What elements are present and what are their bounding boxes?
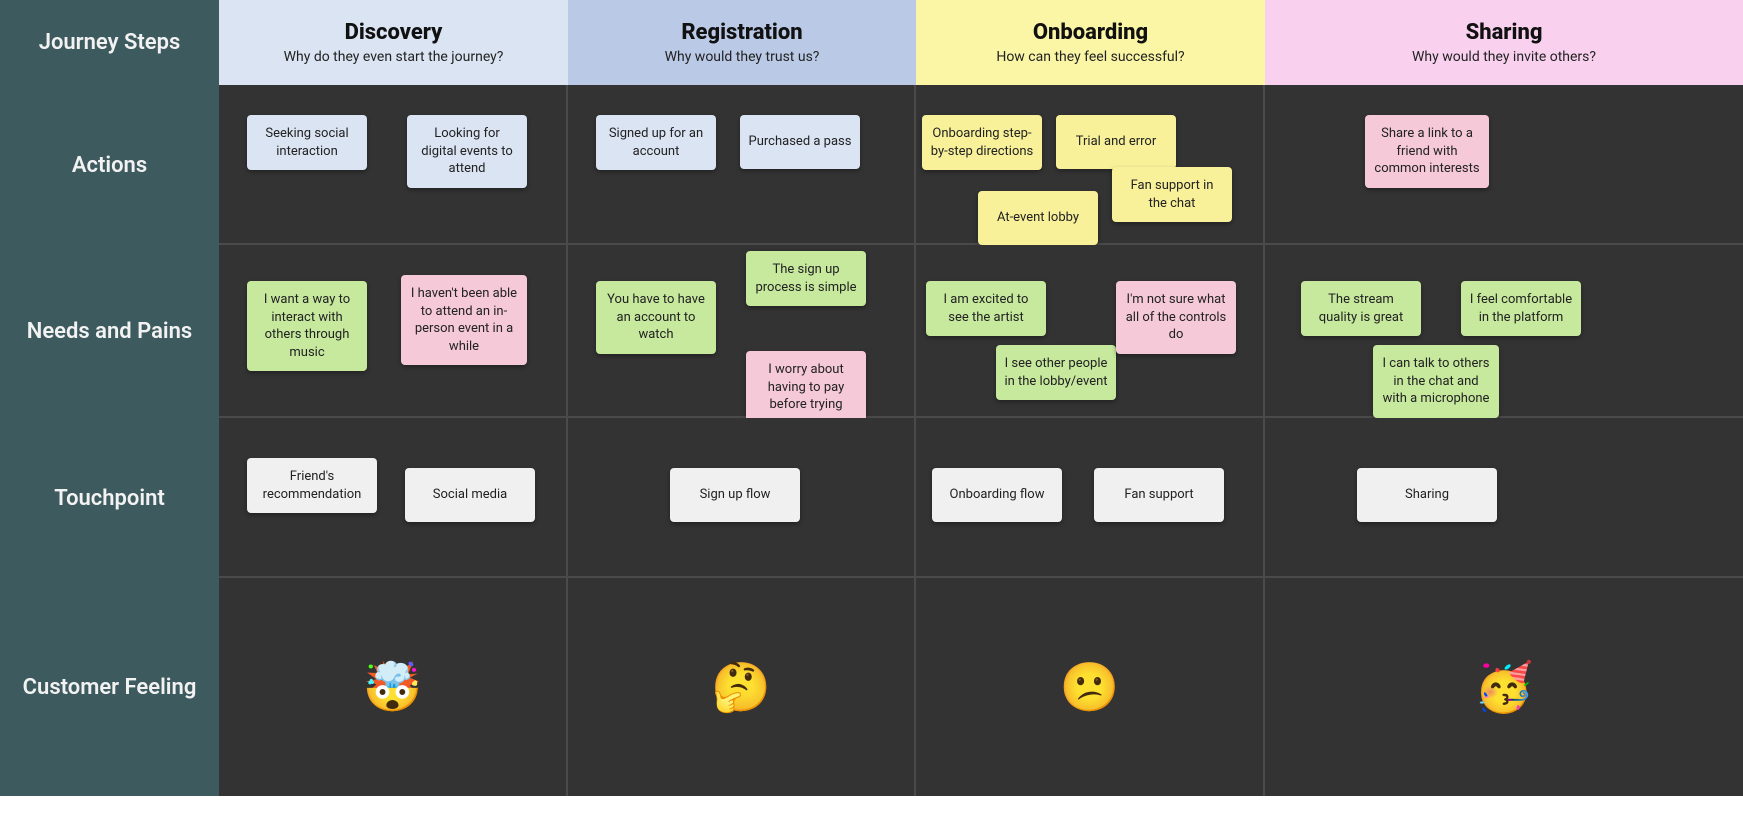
sticky-note: You have to have an account to watch [596, 281, 716, 354]
row-header: Journey Steps [0, 0, 219, 85]
body-cell: You have to have an account to watch The … [568, 245, 916, 418]
column-title: Registration [681, 20, 802, 45]
sticky-note: Fan support [1094, 468, 1224, 522]
sticky-note: Friend's recommendation [247, 458, 377, 513]
body-cell: Friend's recommendation Social media [219, 418, 568, 578]
row-header: Customer Feeling [0, 578, 219, 796]
sticky-note: The stream quality is great [1301, 281, 1421, 336]
feeling-emoji: 🤯 [363, 659, 423, 716]
body-cell: 😕 [916, 578, 1265, 796]
body-cell: Sign up flow [568, 418, 916, 578]
body-cell: I want a way to interact with others thr… [219, 245, 568, 418]
sticky-note: Onboarding flow [932, 468, 1062, 522]
row-header: Touchpoint [0, 418, 219, 578]
feeling-emoji: 😕 [1060, 659, 1120, 716]
sticky-note: I can talk to others in the chat and wit… [1373, 345, 1499, 418]
sticky-note: I am excited to see the artist [926, 281, 1046, 336]
column-title: Onboarding [1033, 20, 1148, 45]
row-header: Needs and Pains [0, 245, 219, 418]
sticky-note: I see other people in the lobby/event [996, 345, 1116, 400]
column-subtitle: Why would they invite others? [1412, 49, 1596, 65]
row-header: Actions [0, 85, 219, 245]
body-cell: 🥳 [1265, 578, 1743, 796]
sticky-note: Seeking social interaction [247, 115, 367, 170]
column-subtitle: How can they feel successful? [996, 49, 1184, 65]
column-header: Registration Why would they trust us? [568, 0, 916, 85]
column-header: Discovery Why do they even start the jour… [219, 0, 568, 85]
sticky-note: Social media [405, 468, 535, 522]
column-header: Sharing Why would they invite others? [1265, 0, 1743, 85]
sticky-note: Share a link to a friend with common int… [1365, 115, 1489, 188]
column-subtitle: Why would they trust us? [665, 49, 820, 65]
sticky-note: I worry about having to pay before tryin… [746, 351, 866, 424]
sticky-note: Sharing [1357, 468, 1497, 522]
column-header: Onboarding How can they feel successful? [916, 0, 1265, 85]
sticky-note: Purchased a pass [740, 115, 860, 169]
body-cell: The stream quality is great I feel comfor… [1265, 245, 1743, 418]
sticky-note: Onboarding step-by-step directions [922, 115, 1042, 170]
body-cell: Seeking social interaction Looking for di… [219, 85, 568, 245]
sticky-note: I'm not sure what all of the controls do [1116, 281, 1236, 354]
sticky-note: I feel comfortable in the platform [1461, 281, 1581, 336]
sticky-note: Looking for digital events to attend [407, 115, 527, 188]
body-cell: Share a link to a friend with common int… [1265, 85, 1743, 245]
sticky-note: I want a way to interact with others thr… [247, 281, 367, 371]
journey-map: Journey Steps Discovery Why do they even s… [0, 0, 1743, 796]
column-title: Discovery [345, 20, 443, 45]
body-cell: Sharing [1265, 418, 1743, 578]
sticky-note: The sign up process is simple [746, 251, 866, 306]
sticky-note: I haven't been able to attend an in-pers… [401, 275, 527, 365]
column-subtitle: Why do they even start the journey? [284, 49, 504, 65]
body-cell: Onboarding step-by-step directions Trial … [916, 85, 1265, 245]
sticky-note: Fan support in the chat [1112, 167, 1232, 222]
body-cell: I am excited to see the artist I see othe… [916, 245, 1265, 418]
body-cell: Onboarding flow Fan support [916, 418, 1265, 578]
column-title: Sharing [1466, 20, 1543, 45]
sticky-note: Trial and error [1056, 115, 1176, 169]
feeling-emoji: 🤔 [711, 659, 771, 716]
sticky-note: At-event lobby [978, 191, 1098, 245]
body-cell: Signed up for an account Purchased a pass [568, 85, 916, 245]
body-cell: 🤯 [219, 578, 568, 796]
body-cell: 🤔 [568, 578, 916, 796]
sticky-note: Signed up for an account [596, 115, 716, 170]
feeling-emoji: 🥳 [1474, 659, 1534, 716]
sticky-note: Sign up flow [670, 468, 800, 522]
